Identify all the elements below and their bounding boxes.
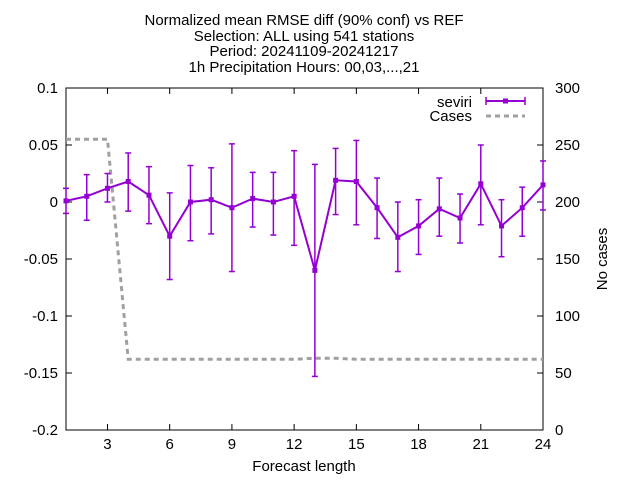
plot-frame — [65, 87, 544, 431]
title-line-3: Period: 20241109-20241217 — [209, 43, 398, 60]
legend-mark-seviri — [485, 97, 526, 105]
seviri-series — [63, 139, 546, 378]
y2-tick-label: 0 — [555, 422, 563, 439]
y2-tick-label: 300 — [555, 80, 580, 97]
seviri-line — [65, 179, 544, 271]
x-tick-label: 6 — [166, 436, 174, 453]
title-line-1: Normalized mean RMSE diff (90% conf) vs … — [145, 12, 464, 29]
seviri-point — [353, 178, 359, 184]
cases-series — [66, 137, 543, 361]
y-tick-label: 0.1 — [37, 80, 58, 97]
legend-seviri-point — [503, 98, 508, 104]
seviri-point — [63, 198, 69, 204]
legend: seviri Cases — [429, 94, 526, 125]
x-tick-label: 24 — [535, 436, 552, 453]
y-tick-label: 0 — [50, 194, 58, 211]
x-tick-label: 18 — [410, 436, 427, 453]
seviri-point — [167, 233, 173, 239]
seviri-point — [499, 223, 505, 229]
title-line-2: Selection: ALL using 541 stations — [194, 28, 414, 45]
chart-title: Normalized mean RMSE diff (90% conf) vs … — [145, 12, 464, 76]
y-tick-label: -0.2 — [32, 422, 58, 439]
y-axis-left: -0.2 -0.15 -0.1 -0.05 0 0.05 0.1 — [24, 80, 543, 439]
seviri-point — [187, 199, 193, 205]
seviri-point — [125, 178, 131, 184]
x-tick-label: 21 — [472, 436, 489, 453]
seviri-point — [312, 267, 318, 273]
x-tick-label: 15 — [348, 436, 365, 453]
y-tick-label: -0.15 — [24, 365, 58, 382]
seviri-point — [229, 205, 235, 211]
seviri-point — [519, 205, 525, 211]
seviri-point — [104, 185, 110, 191]
seviri-point — [374, 205, 380, 211]
x-axis-label: Forecast length — [252, 458, 355, 475]
y2-axis-label: No cases — [594, 228, 611, 291]
x-tick-label: 3 — [103, 436, 111, 453]
y-axis-right: 0 50 100 150 200 250 300 — [555, 80, 580, 439]
y2-tick-label: 50 — [555, 365, 572, 382]
y2-tick-label: 100 — [555, 308, 580, 325]
seviri-point — [478, 181, 484, 187]
y2-tick-label: 250 — [555, 137, 580, 154]
seviri-point — [333, 177, 339, 183]
y2-tick-label: 150 — [555, 251, 580, 268]
seviri-point — [208, 197, 214, 203]
cases-line — [66, 137, 543, 361]
seviri-point — [291, 193, 297, 199]
legend-label-seviri: seviri — [437, 94, 472, 111]
title-line-4: 1h Precipitation Hours: 00,03,...,21 — [189, 59, 420, 76]
seviri-point — [436, 206, 442, 212]
seviri-point — [84, 193, 90, 199]
seviri-point — [146, 192, 152, 198]
y-tick-label: -0.05 — [24, 251, 58, 268]
x-axis: 3 6 9 12 15 18 21 24 — [103, 88, 551, 453]
seviri-point — [250, 196, 256, 202]
legend-label-cases: Cases — [429, 108, 472, 125]
y-tick-label: -0.1 — [32, 308, 58, 325]
seviri-point — [395, 234, 401, 240]
seviri-point — [270, 199, 276, 205]
y-tick-label: 0.05 — [29, 137, 58, 154]
seviri-point — [540, 182, 546, 188]
seviri-point — [457, 215, 463, 221]
x-tick-label: 9 — [228, 436, 236, 453]
seviri-point — [416, 223, 422, 229]
y2-tick-label: 200 — [555, 194, 580, 211]
x-tick-label: 12 — [286, 436, 303, 453]
